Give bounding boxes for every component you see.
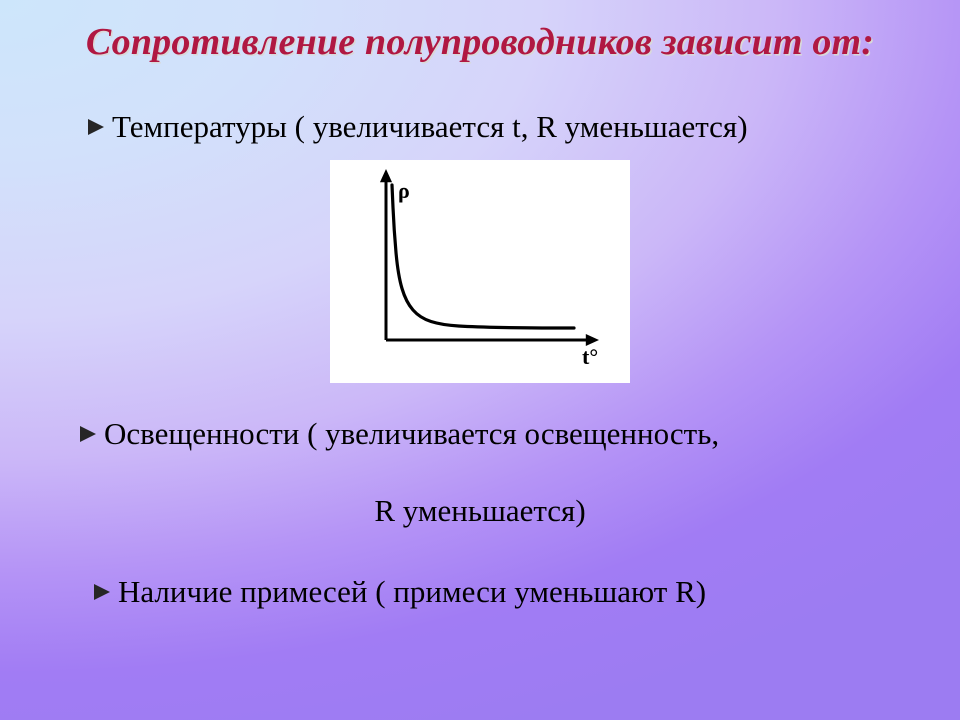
chart-svg: ρ t°: [330, 160, 630, 383]
bullet-impurities: Наличие примесей ( примеси уменьшают R): [92, 573, 706, 612]
slide-title: Сопротивление полупроводников зависит от…: [0, 20, 960, 64]
svg-text:ρ: ρ: [398, 178, 410, 203]
bullet-arrow-icon: [86, 108, 106, 147]
bullet-arrow-icon: [78, 415, 98, 454]
slide: Сопротивление полупроводников зависит от…: [0, 0, 960, 720]
resistivity-chart: ρ t°: [330, 160, 630, 383]
bullet-illumination-line2: R уменьшается): [0, 492, 960, 531]
bullet-temperature-text: Температуры ( увеличивается t, R уменьша…: [112, 109, 748, 144]
bullet-illumination-text-1: Освещенности ( увеличивается освещенност…: [104, 416, 719, 451]
bullet-illumination: Освещенности ( увеличивается освещенност…: [78, 415, 719, 454]
svg-text:t°: t°: [582, 344, 598, 369]
bullet-arrow-icon: [92, 573, 112, 612]
bullet-impurities-text: Наличие примесей ( примеси уменьшают R): [118, 574, 706, 609]
bullet-temperature: Температуры ( увеличивается t, R уменьша…: [86, 108, 748, 147]
